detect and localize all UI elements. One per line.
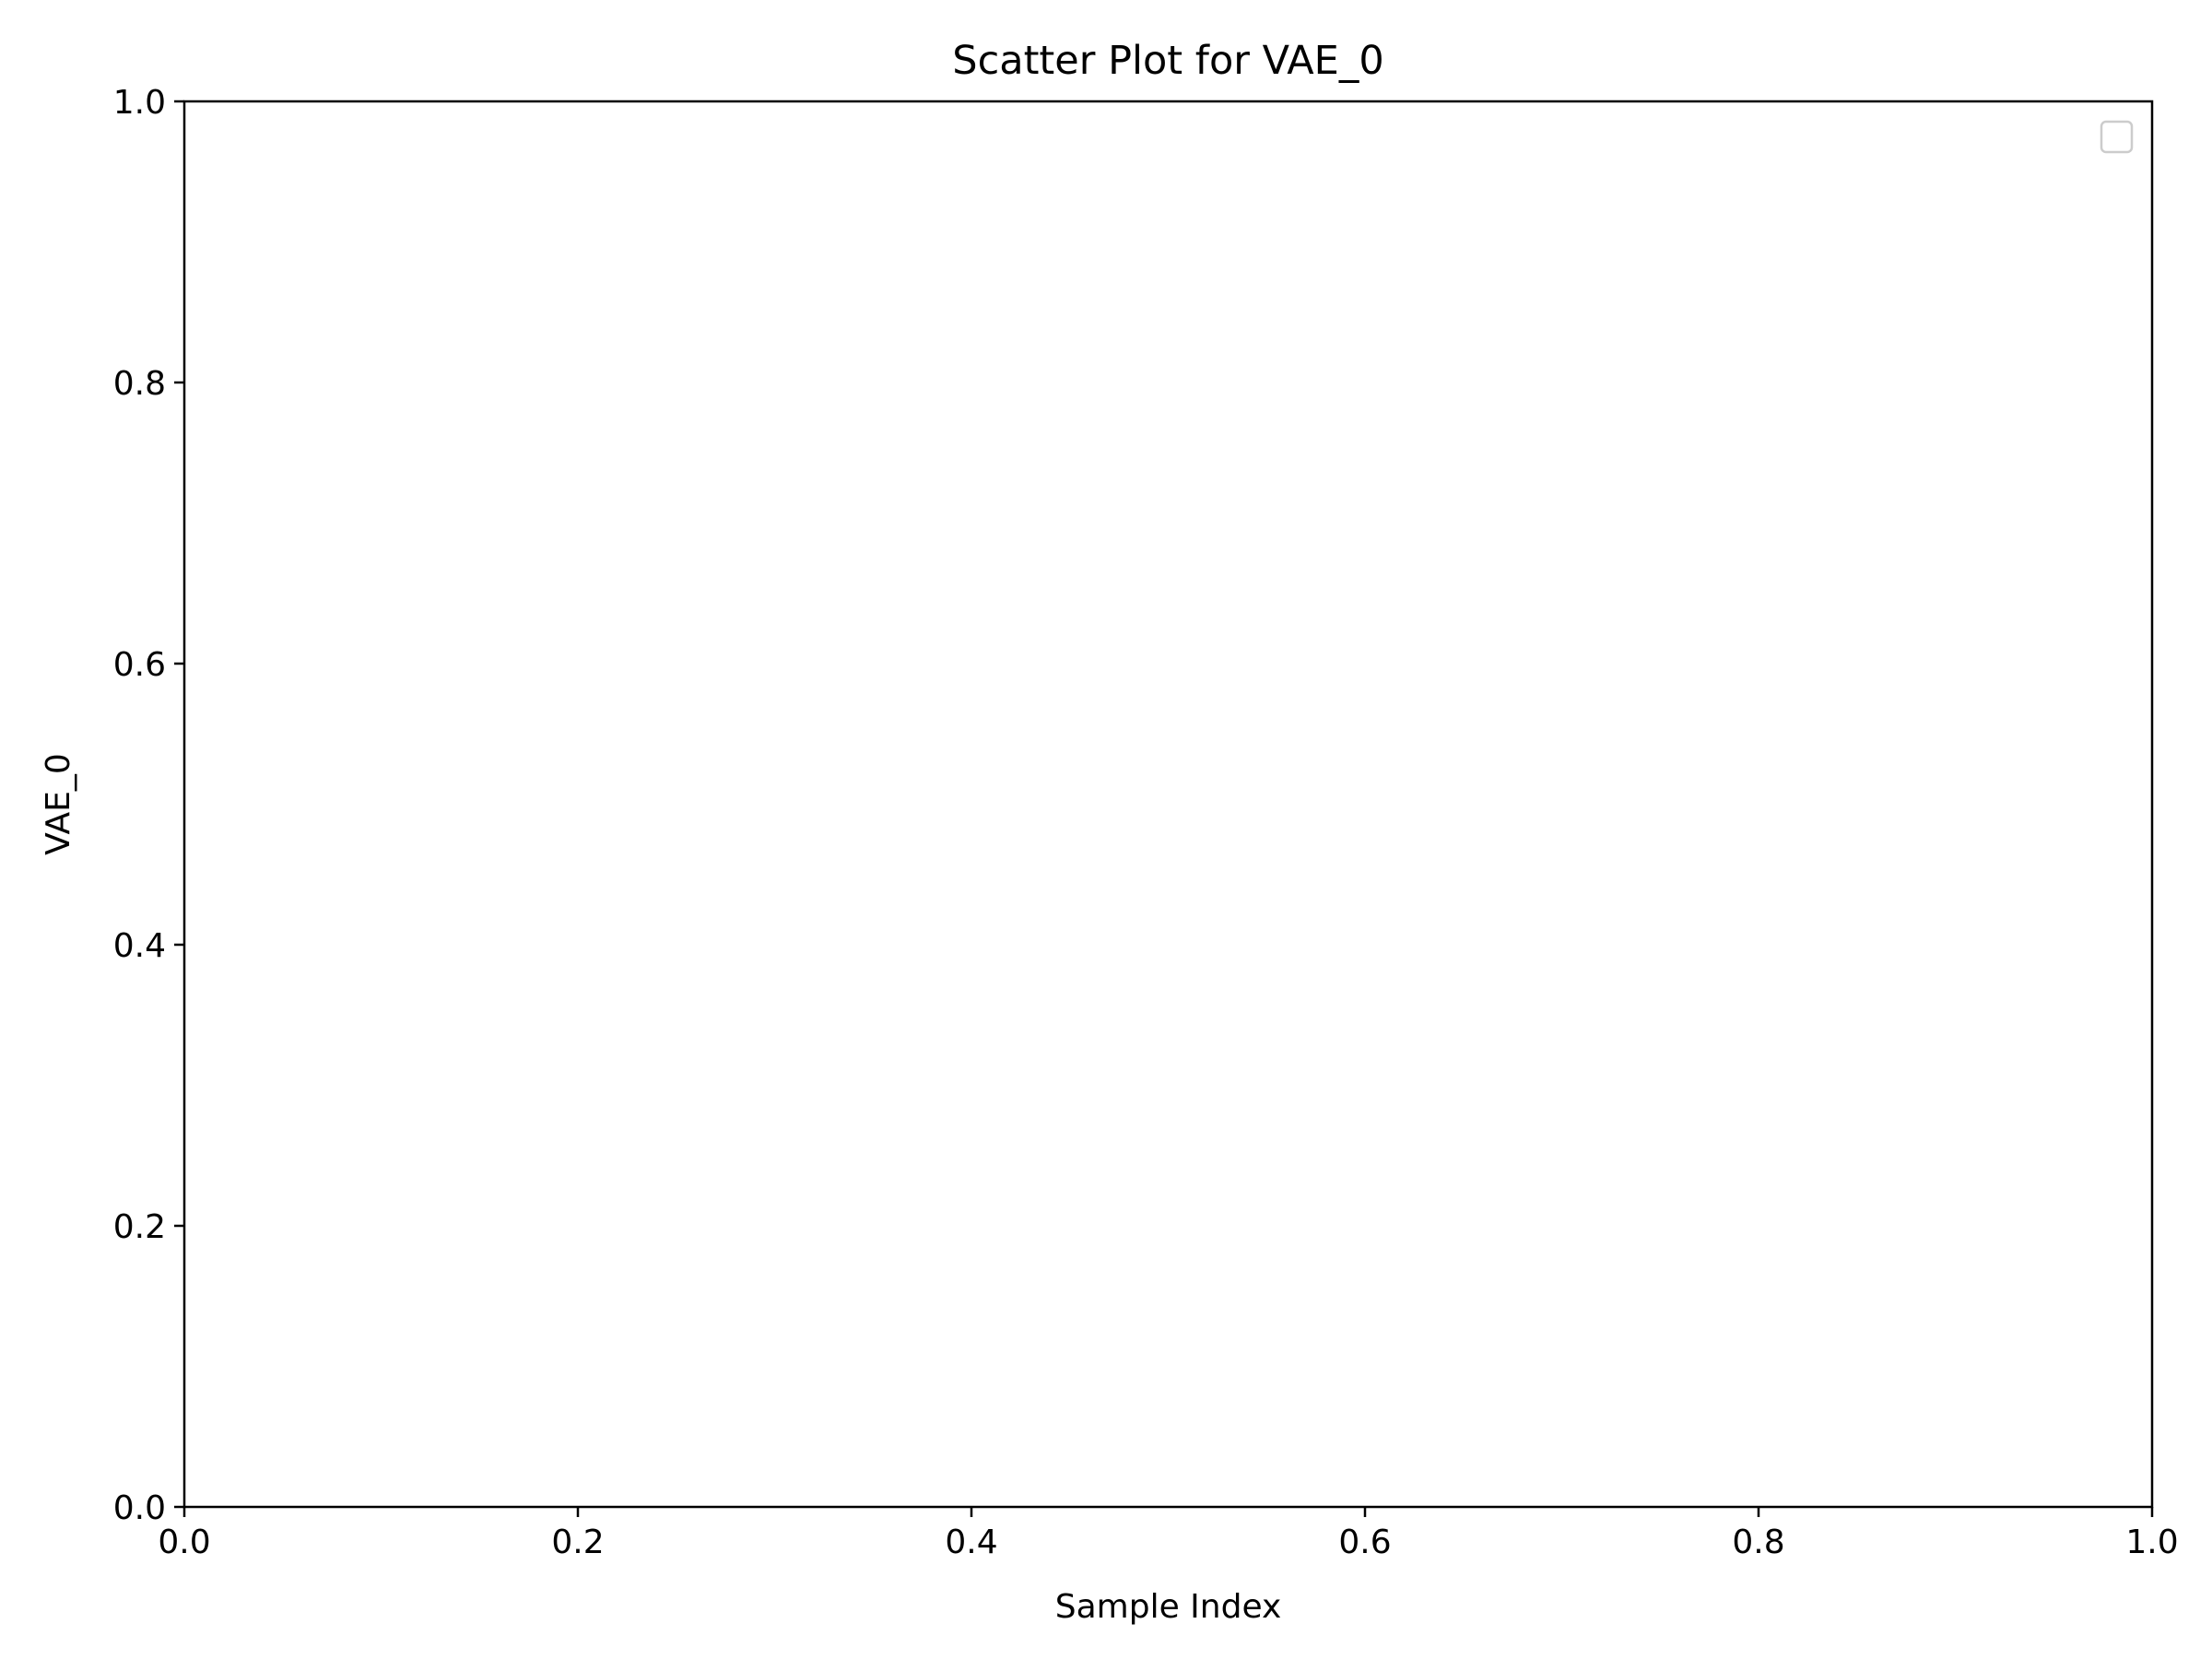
chart-title: Scatter Plot for VAE_0: [952, 38, 1383, 84]
plot-area: [184, 101, 2152, 1507]
y-tick-label: 1.0: [113, 84, 166, 122]
x-tick-label: 0.4: [945, 1524, 997, 1561]
x-axis-ticks: 0.0 0.2 0.4 0.6 0.8 1.0: [158, 1507, 2179, 1561]
x-tick-label: 0.8: [1732, 1524, 1784, 1561]
y-tick-label: 0.4: [113, 927, 166, 965]
y-axis-ticks: 0.0 0.2 0.4 0.6 0.8 1.0: [113, 84, 184, 1527]
x-tick-label: 0.2: [551, 1524, 604, 1561]
y-tick-label: 0.0: [113, 1489, 166, 1527]
x-axis-label: Sample Index: [1055, 1588, 1282, 1626]
x-tick-label: 0.6: [1338, 1524, 1391, 1561]
plot-frame: [182, 100, 2154, 1509]
legend-box: [2100, 120, 2134, 154]
x-tick-label: 1.0: [2125, 1524, 2178, 1561]
y-tick-label: 0.2: [113, 1208, 166, 1246]
y-axis-label: VAE_0: [40, 753, 77, 855]
y-tick-label: 0.6: [113, 646, 166, 684]
x-tick-label: 0.0: [158, 1524, 210, 1561]
y-tick-label: 0.8: [113, 365, 166, 403]
